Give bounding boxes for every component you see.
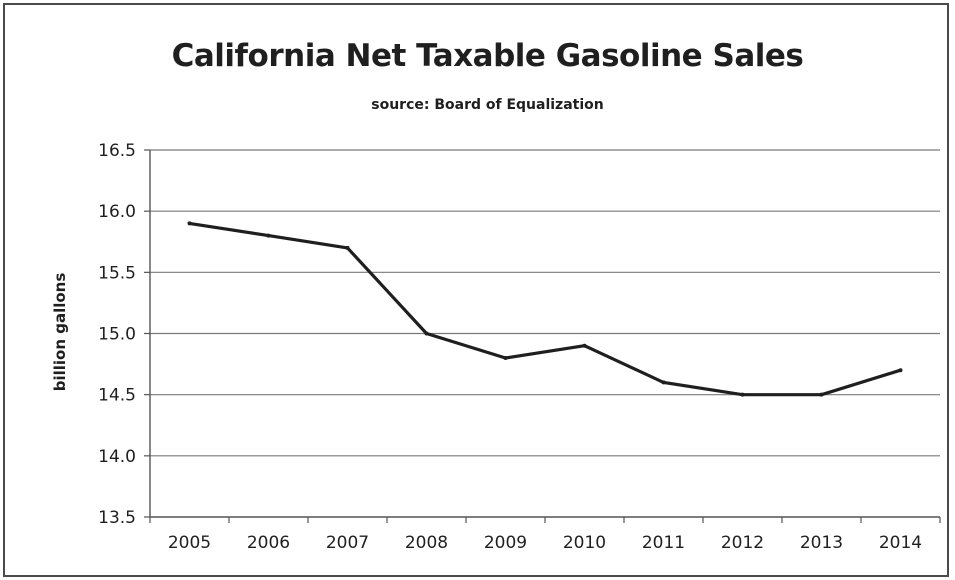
chart-title: California Net Taxable Gasoline Sales <box>171 38 804 74</box>
data-point-2011 <box>661 380 666 385</box>
data-point-2007 <box>345 245 350 250</box>
x-tick-label: 2005 <box>168 533 211 553</box>
data-point-2009 <box>503 355 508 360</box>
x-tick-label: 2010 <box>563 533 606 553</box>
x-tick-label: 2013 <box>800 533 843 553</box>
y-tick-label: 14.0 <box>98 447 136 467</box>
x-tick-label: 2007 <box>326 533 369 553</box>
data-point-2008 <box>424 331 429 336</box>
chart-subtitle: source: Board of Equalization <box>371 97 604 113</box>
data-point-2010 <box>582 343 587 348</box>
y-tick-label: 15.5 <box>98 263 136 283</box>
x-tick-label: 2012 <box>721 533 764 553</box>
data-point-2005 <box>187 221 192 226</box>
data-point-2014 <box>898 368 903 373</box>
x-tick-label: 2011 <box>642 533 685 553</box>
y-tick-label: 16.0 <box>98 202 136 222</box>
x-tick-label: 2014 <box>879 533 922 553</box>
data-point-2006 <box>266 233 271 238</box>
series-line-0 <box>187 221 903 397</box>
chart-frame <box>3 3 949 577</box>
y-tick-label: 16.5 <box>98 141 136 161</box>
x-tick-label: 2008 <box>405 533 448 553</box>
x-tick-label: 2006 <box>247 533 290 553</box>
data-point-2012 <box>740 392 745 397</box>
data-point-2013 <box>819 392 824 397</box>
x-tick-label: 2009 <box>484 533 527 553</box>
y-tick-label: 14.5 <box>98 386 136 406</box>
y-tick-label: 15.0 <box>98 325 136 345</box>
y-tick-label: 13.5 <box>98 508 136 528</box>
